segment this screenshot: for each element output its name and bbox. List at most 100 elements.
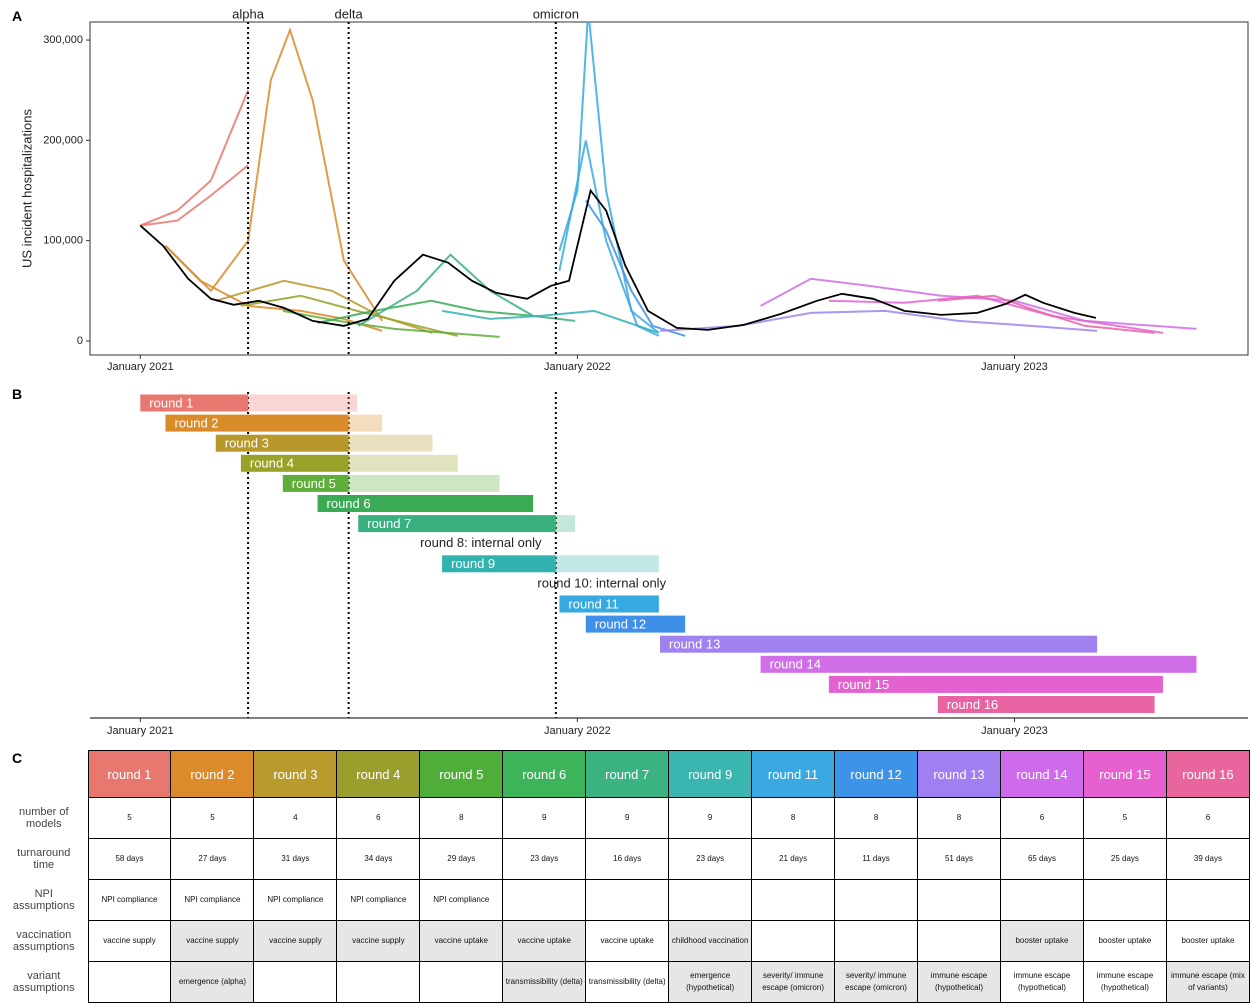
round-label: round 7 [367,516,411,531]
row-header: vaccination assumptions [12,929,75,953]
corner-cell [0,751,88,798]
table-cell [999,879,1084,921]
table-cell: vaccine supply [87,920,172,962]
table-cell: NPI compliance [87,879,172,921]
round-header: round 12 [834,750,919,798]
table-cell: 51 days [917,838,1001,880]
x-tick-label: January 2023 [981,725,1048,737]
table-cell: 8 [917,797,1001,839]
round-header: round 15 [1082,750,1167,798]
row-header: variant assumptions [12,970,75,994]
series-line [584,199,686,337]
table-cell [751,879,836,921]
table-cell: childhood vaccination [668,920,753,962]
table-cell: vaccine uptake [419,920,504,962]
table-cell: vaccine supply [253,920,338,962]
event-label: omicron [533,6,579,21]
table-cell [917,879,1001,921]
series-line [282,309,500,338]
round-bar [585,615,686,633]
table-cell [585,879,670,921]
round-header: round 13 [917,750,1001,798]
round-header: round 1 [87,750,172,798]
table-cell: 5 [87,797,172,839]
round-header: round 5 [419,750,504,798]
round-header: round 4 [336,750,421,798]
y-tick-label: 200,000 [43,134,83,146]
table-cell: NPI compliance [336,879,421,921]
table-cell [834,920,919,962]
table-cell: 6 [1165,797,1250,839]
round-header: round 14 [999,750,1084,798]
round-label: round 5 [292,476,336,491]
round-bar [559,595,659,613]
round-bar-after [348,454,458,472]
round-bar [140,394,249,412]
table-cell [253,961,338,1003]
row-header: turnaround time [17,847,71,871]
round-label: round 4 [250,456,294,471]
round-bar [240,454,349,472]
series-line [164,244,383,332]
panel-label: A [12,8,23,24]
table-cell: 6 [999,797,1084,839]
table-cell [1165,879,1250,921]
table-cell: 9 [585,797,670,839]
round-note: round 8: internal only [420,535,542,550]
table-cell: immune escape (hypothetical) [1082,961,1167,1003]
table-cell: 27 days [170,838,255,880]
y-tick-label: 0 [77,335,83,347]
table-cell [917,920,1001,962]
table-cell [751,920,836,962]
table-row: variant assumptions emergence (alpha) tran… [0,961,1250,1003]
round-header: round 9 [668,750,753,798]
table-cell: 29 days [419,838,504,880]
table-cell: transmissibility (delta) [585,961,670,1003]
round-bar-after [348,474,500,492]
table-cell: 16 days [585,838,670,880]
round-label: round 6 [327,496,371,511]
series-group [139,22,1197,338]
table-cell: severity/ immune escape (omicron) [834,961,919,1003]
round-header: round 11 [751,750,836,798]
panel-label: B [12,386,23,402]
table-cell: severity/ immune escape (omicron) [751,961,836,1003]
table-cell: 8 [751,797,836,839]
table-cell [502,879,587,921]
table-cell: 23 days [668,838,753,880]
table-row: number of models 5 5 4 6 8 9 9 9 8 8 8 6 5 6 [0,797,1250,839]
round-label: round 11 [568,596,618,611]
series-line [140,164,249,227]
table-cell: vaccine supply [170,920,255,962]
event-label: delta [335,6,364,21]
series-line [441,309,660,334]
round-bar [215,434,349,452]
table-cell: NPI compliance [170,879,255,921]
round-bar-after [348,414,383,432]
table-cell [834,879,919,921]
table-cell: 21 days [751,838,836,880]
round-bar [828,675,1163,693]
round-bar [358,515,556,533]
table-cell [1082,879,1167,921]
table-cell: emergence (alpha) [170,961,255,1003]
table-cell: 23 days [502,838,587,880]
round-bar [282,474,349,492]
round-header: round 3 [253,750,338,798]
table-cell: immune escape (mix of variants) [1165,961,1250,1003]
panel-label: C [12,750,23,766]
table-cell: vaccine supply [336,920,421,962]
table-cell: 9 [668,797,753,839]
table-cell: transmissibility (delta) [502,961,587,1003]
series-line [558,140,660,337]
x-tick-label: January 2021 [107,361,174,373]
event-label: alpha [232,6,265,21]
row-header: number of models [18,806,69,830]
table-cell [668,879,753,921]
series-line [139,89,250,227]
round-bar-after [555,555,659,573]
round-label: round 9 [451,556,495,571]
table-cell: 31 days [253,838,338,880]
table-cell: 34 days [336,838,421,880]
round-label: round 12 [595,617,646,632]
